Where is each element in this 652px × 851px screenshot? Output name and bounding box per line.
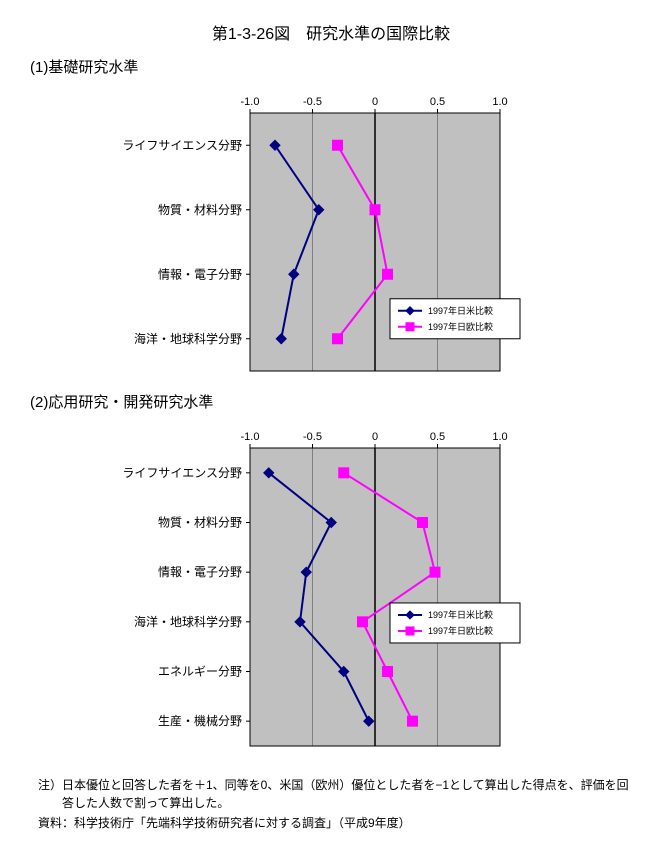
svg-text:物質・材料分野: 物質・材料分野 (158, 515, 242, 530)
figure-title: 第1-3-26図 研究水準の国際比較 (30, 20, 632, 44)
svg-text:-0.5: -0.5 (303, 431, 322, 443)
chart2-subtitle: (2)応用研究・開発研究水準 (30, 391, 632, 412)
svg-text:1.0: 1.0 (492, 431, 507, 443)
footnote: 注）日本優位と回答した者を＋1、同等を0、米国（欧州）優位とした者を−1として算… (54, 776, 632, 812)
svg-text:エネルギー分野: エネルギー分野 (158, 665, 242, 679)
svg-text:1997年日欧比較: 1997年日欧比較 (428, 625, 493, 636)
chart1-subtitle: (1)基礎研究水準 (30, 56, 632, 77)
svg-text:1997年日米比較: 1997年日米比較 (428, 609, 493, 620)
svg-text:情報・電子分野: 情報・電子分野 (158, 565, 242, 579)
svg-text:ライフサイエンス分野: ライフサイエンス分野 (122, 138, 242, 152)
svg-text:0: 0 (372, 431, 378, 443)
svg-text:0: 0 (372, 96, 378, 108)
chart2: -1.0 -0.5 0 0.5 1.0 ライフサイエンス分野物質・材料分野情報・電子分野海… (120, 418, 632, 758)
svg-text:1.0: 1.0 (492, 96, 507, 108)
svg-text:情報・電子分野: 情報・電子分野 (158, 267, 242, 281)
svg-text:ライフサイエンス分野: ライフサイエンス分野 (122, 466, 242, 480)
svg-text:-1.0: -1.0 (241, 431, 260, 443)
svg-text:物質・材料分野: 物質・材料分野 (158, 202, 242, 217)
source-text: 資料：科学技術庁「先端科学技術研究者に対する調査」（平成9年度） (30, 814, 632, 831)
svg-text:1997年日欧比較: 1997年日欧比較 (428, 321, 493, 332)
svg-text:1997年日米比較: 1997年日米比較 (428, 305, 493, 316)
svg-text:-1.0: -1.0 (241, 96, 260, 108)
svg-text:0.5: 0.5 (430, 96, 445, 108)
svg-text:-0.5: -0.5 (303, 96, 322, 108)
svg-text:海洋・地球科学分野: 海洋・地球科学分野 (134, 331, 242, 346)
svg-text:海洋・地球科学分野: 海洋・地球科学分野 (134, 614, 242, 629)
chart1: -1.0 -0.5 0 0.5 1.0 ライフサイエンス分野物質・材料分野情報・電子分野海… (120, 83, 632, 383)
svg-text:生産・機械分野: 生産・機械分野 (158, 713, 242, 728)
svg-text:0.5: 0.5 (430, 431, 445, 443)
